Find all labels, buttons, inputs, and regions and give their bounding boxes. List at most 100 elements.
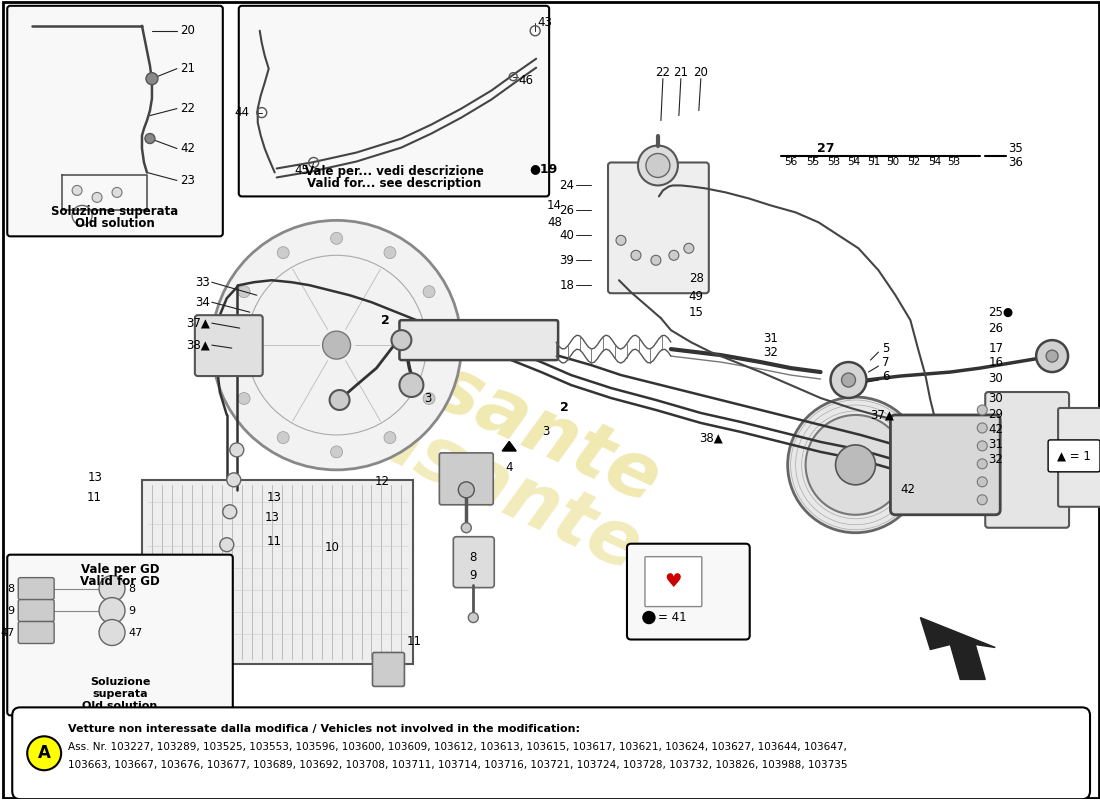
Circle shape: [977, 405, 987, 415]
Text: Valid for... see description: Valid for... see description: [307, 177, 481, 190]
Text: ▲ = 1: ▲ = 1: [1057, 450, 1091, 462]
Circle shape: [424, 393, 434, 405]
Text: 22: 22: [180, 102, 195, 115]
Text: 103663, 103667, 103676, 103677, 103689, 103692, 103708, 103711, 103714, 103716, : 103663, 103667, 103676, 103677, 103689, …: [68, 760, 848, 770]
Text: 54: 54: [847, 158, 860, 167]
Text: Valid for GD: Valid for GD: [80, 575, 160, 588]
Circle shape: [223, 505, 236, 518]
Text: 37▲: 37▲: [870, 409, 894, 422]
Text: 7: 7: [882, 355, 890, 369]
Text: 55: 55: [806, 158, 820, 167]
Circle shape: [684, 243, 694, 254]
Circle shape: [220, 538, 234, 552]
Polygon shape: [921, 618, 996, 679]
Text: 38▲: 38▲: [698, 431, 723, 445]
Text: 36: 36: [1009, 156, 1023, 169]
Text: 42: 42: [988, 423, 1003, 437]
Circle shape: [616, 235, 626, 246]
Circle shape: [73, 186, 82, 195]
Circle shape: [99, 576, 125, 602]
Circle shape: [1046, 350, 1058, 362]
FancyBboxPatch shape: [239, 6, 549, 197]
Circle shape: [399, 373, 424, 397]
Text: 6: 6: [882, 370, 890, 382]
Text: 47: 47: [0, 627, 14, 638]
FancyBboxPatch shape: [195, 315, 263, 376]
Text: 24: 24: [559, 179, 574, 192]
Text: 20: 20: [693, 66, 708, 79]
Text: 8: 8: [128, 584, 135, 594]
Circle shape: [331, 446, 342, 458]
FancyBboxPatch shape: [1048, 440, 1100, 472]
Text: 49: 49: [689, 290, 704, 302]
Text: Ass. Nr. 103227, 103289, 103525, 103553, 103596, 103600, 103609, 103612, 103613,: Ass. Nr. 103227, 103289, 103525, 103553,…: [68, 742, 847, 752]
Text: Soluzione: Soluzione: [90, 678, 151, 687]
FancyBboxPatch shape: [19, 622, 54, 643]
FancyBboxPatch shape: [608, 162, 708, 294]
Text: 9: 9: [128, 606, 135, 615]
Circle shape: [830, 362, 867, 398]
Text: 22: 22: [656, 66, 670, 79]
FancyBboxPatch shape: [373, 653, 405, 686]
Circle shape: [977, 423, 987, 433]
Text: 8: 8: [7, 584, 14, 594]
Circle shape: [28, 736, 62, 770]
Circle shape: [384, 246, 396, 258]
Text: Vale per GD: Vale per GD: [80, 563, 160, 576]
Text: 13: 13: [87, 471, 102, 484]
Circle shape: [212, 220, 461, 470]
Text: 11: 11: [406, 635, 421, 648]
Text: 33: 33: [195, 276, 210, 289]
Text: 50: 50: [886, 158, 899, 167]
Circle shape: [977, 441, 987, 451]
Text: 9: 9: [7, 606, 14, 615]
Text: 43: 43: [537, 16, 552, 30]
FancyBboxPatch shape: [128, 653, 160, 686]
FancyBboxPatch shape: [453, 537, 494, 588]
Text: 26: 26: [559, 204, 574, 217]
Text: 52: 52: [906, 158, 920, 167]
Text: 47: 47: [128, 627, 142, 638]
Text: 26: 26: [988, 322, 1003, 334]
Circle shape: [238, 393, 250, 405]
Circle shape: [651, 255, 661, 266]
Text: = 41: = 41: [658, 611, 686, 624]
Text: 4: 4: [506, 462, 514, 474]
Circle shape: [424, 286, 434, 298]
Text: 8: 8: [470, 551, 476, 564]
Circle shape: [977, 477, 987, 487]
Text: 3: 3: [542, 426, 549, 438]
Circle shape: [461, 522, 471, 533]
FancyBboxPatch shape: [627, 544, 750, 639]
Circle shape: [99, 619, 125, 646]
Circle shape: [788, 397, 923, 533]
Text: 27: 27: [817, 142, 834, 155]
Text: 35: 35: [1009, 142, 1023, 155]
Polygon shape: [503, 442, 516, 451]
Text: 18: 18: [559, 278, 574, 292]
Text: 2: 2: [560, 402, 569, 414]
Text: 5: 5: [882, 342, 890, 354]
Text: 12: 12: [374, 475, 389, 488]
Circle shape: [977, 459, 987, 469]
Text: 20: 20: [180, 24, 195, 38]
Text: 23: 23: [180, 174, 195, 187]
Circle shape: [277, 431, 289, 443]
Text: Old solution: Old solution: [82, 702, 157, 711]
Text: Soluzione superata: Soluzione superata: [52, 205, 178, 218]
Text: 34: 34: [195, 296, 210, 309]
Text: 31: 31: [988, 438, 1003, 451]
Text: Vetture non interessate dalla modifica / Vehicles not involved in the modificati: Vetture non interessate dalla modifica /…: [68, 724, 580, 734]
Text: 16: 16: [988, 355, 1003, 369]
FancyBboxPatch shape: [1058, 408, 1100, 506]
Circle shape: [230, 443, 244, 457]
Text: 31: 31: [762, 332, 778, 345]
Text: 54: 54: [927, 158, 940, 167]
Text: 32: 32: [988, 454, 1003, 466]
FancyBboxPatch shape: [19, 599, 54, 622]
Text: 37▲: 37▲: [186, 317, 210, 330]
Text: ♥: ♥: [664, 572, 682, 591]
Text: 40: 40: [559, 229, 574, 242]
Text: 30: 30: [988, 391, 1003, 405]
Circle shape: [646, 154, 670, 178]
